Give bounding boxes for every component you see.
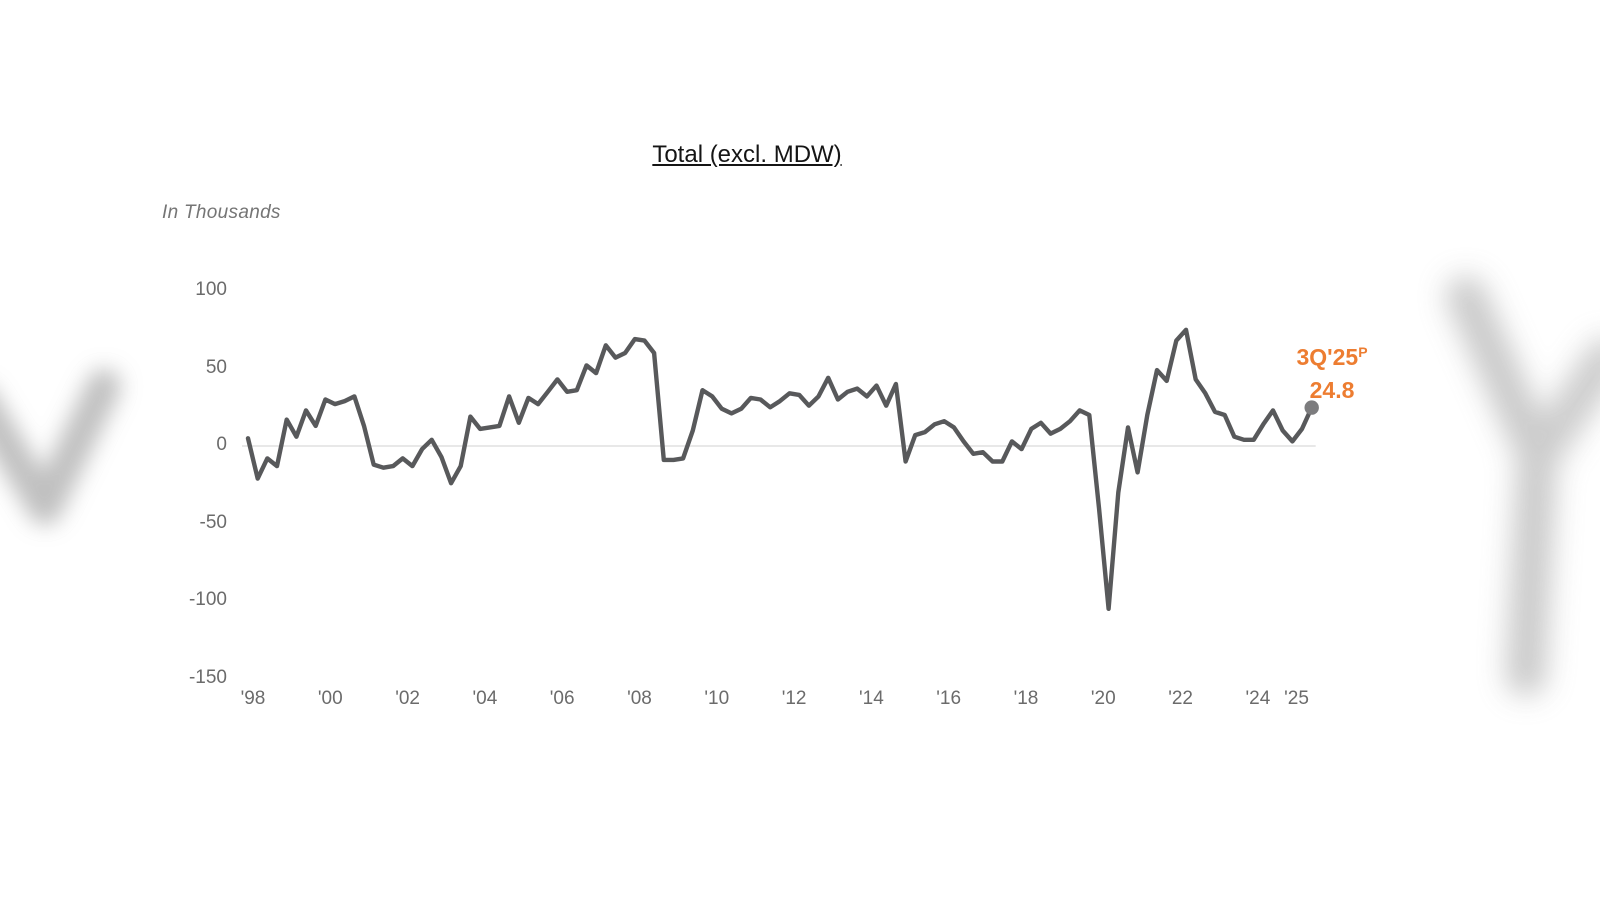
y-tick-label: -150 <box>188 666 227 688</box>
y-tick-label: -50 <box>199 511 227 533</box>
x-tick-label: '06 <box>549 688 575 709</box>
annotation-value: 24.8 <box>1309 377 1355 403</box>
x-tick-label: '25 <box>1284 688 1309 709</box>
latest-point-marker <box>1304 400 1319 415</box>
x-tick-label: '12 <box>781 688 807 709</box>
data-series-line <box>245 327 1314 611</box>
x-tick-label: '98 <box>240 688 266 709</box>
x-tick-label: '00 <box>317 688 343 709</box>
x-tick-label: '14 <box>859 688 884 709</box>
y-tick-label: 50 <box>205 356 227 378</box>
annotation-period: 3Q'25 <box>1296 344 1359 370</box>
latest-value-annotation: 3Q'25P 24.8 <box>1296 336 1367 407</box>
axis-units-label: In Thousands <box>162 202 281 223</box>
x-tick-label: '24 <box>1245 688 1271 709</box>
annotation-period-line: 3Q'25P <box>1296 336 1367 374</box>
blurred-left-chevron-shape <box>0 369 121 525</box>
y-tick-label: 0 <box>216 434 227 455</box>
x-tick-label: '22 <box>1168 688 1193 709</box>
x-tick-label: '20 <box>1090 688 1116 709</box>
x-tick-label: '16 <box>936 688 962 709</box>
x-tick-label: '10 <box>704 688 730 709</box>
x-tick-label: '08 <box>627 688 652 709</box>
y-tick-label: 100 <box>195 279 227 300</box>
x-tick-label: '02 <box>395 688 420 709</box>
x-tick-label: '18 <box>1013 688 1039 709</box>
x-tick-label: '04 <box>472 688 498 709</box>
y-tick-label: -100 <box>188 589 227 610</box>
blurred-right-y-shape <box>1446 276 1600 696</box>
chart-title: Total (excl. MDW) <box>652 141 842 168</box>
annotation-preliminary-flag: P <box>1358 344 1368 360</box>
